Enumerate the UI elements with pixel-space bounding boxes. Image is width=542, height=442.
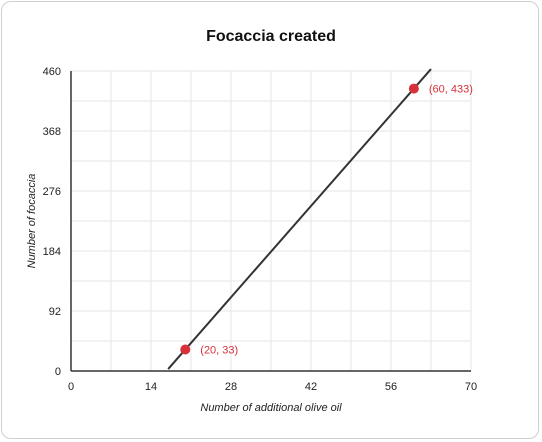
grid: [71, 70, 472, 371]
series-line: [167, 68, 432, 370]
x-tick-label: 28: [225, 381, 237, 393]
x-axis-label: Number of additional olive oil: [200, 402, 342, 414]
data-point-label: (20, 33): [200, 344, 238, 356]
y-tick-label: 368: [43, 126, 61, 138]
x-tick-label: 70: [465, 381, 477, 393]
x-tick-label: 0: [68, 381, 74, 393]
y-tick-label: 460: [43, 66, 61, 78]
x-tick-label: 42: [305, 381, 317, 393]
y-tick-label: 276: [43, 186, 61, 198]
series: (20, 33) (60, 433): [167, 68, 473, 370]
y-axis-label: Number of focaccia: [26, 174, 38, 269]
tick-labels: 0 14 28 42 56 70 0 92 184 276 368 460: [43, 66, 477, 393]
y-tick-label: 0: [55, 366, 61, 378]
y-tick-label: 184: [43, 246, 61, 258]
axes: [70, 71, 471, 372]
x-tick-label: 14: [145, 381, 157, 393]
data-point-label: (60, 433): [429, 84, 473, 96]
data-point: [180, 344, 191, 355]
y-tick-label: 92: [49, 306, 61, 318]
data-point: [408, 83, 419, 94]
chart-title: Focaccia created: [206, 28, 336, 45]
x-tick-label: 56: [385, 381, 397, 393]
